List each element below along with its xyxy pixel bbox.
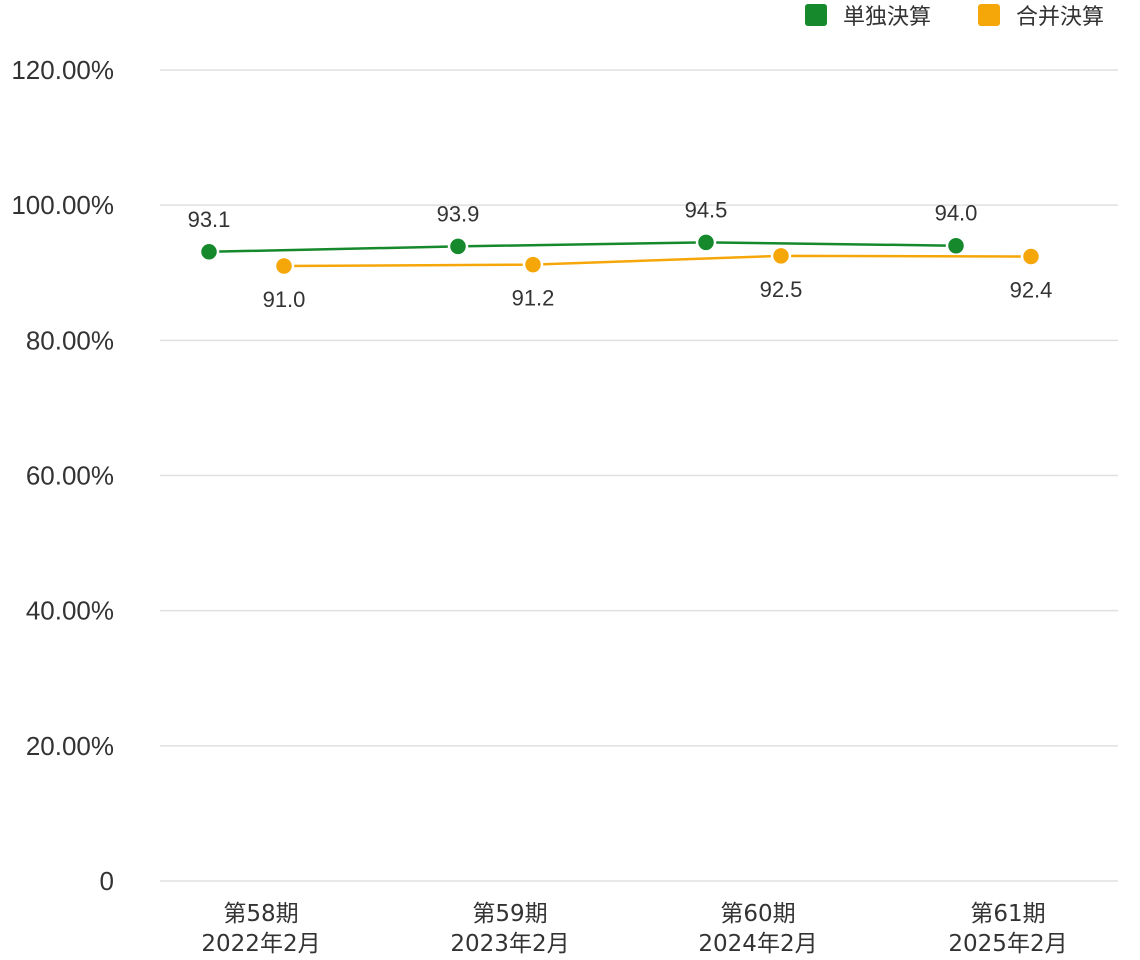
series-layer: 93.1 93.9 94.5 94.0 91.0 91.2 92.5 92.4 — [188, 197, 1053, 312]
data-label: 93.9 — [437, 201, 480, 226]
x-tick-label-period: 第61期 — [970, 901, 1045, 927]
data-point[interactable] — [522, 254, 544, 275]
data-label: 93.1 — [188, 207, 231, 232]
x-tick-label-date: 2025年2月 — [948, 931, 1067, 957]
legend-item[interactable]: 単独決算 — [805, 4, 931, 30]
x-tick-label-date: 2024年2月 — [698, 931, 817, 957]
x-tick-label-period: 第58期 — [223, 901, 298, 927]
y-axis: 0 20.00% 40.00% 60.00% 80.00% 100.00% 120.00% — [11, 55, 114, 896]
legend-swatch — [805, 4, 827, 26]
y-tick-label: 60.00% — [26, 461, 114, 491]
y-tick-label: 100.00% — [11, 190, 114, 220]
data-point[interactable] — [1020, 246, 1042, 267]
series-line — [208, 241, 957, 254]
data-point[interactable] — [273, 255, 295, 277]
series-line — [283, 254, 1032, 268]
x-tick-label-period: 第60期 — [720, 901, 795, 927]
data-label: 91.0 — [263, 287, 306, 312]
legend-label: 単独決算 — [843, 5, 931, 30]
series-0: 93.1 93.9 94.5 94.0 — [188, 197, 978, 263]
data-label: 91.2 — [512, 286, 555, 311]
data-label: 94.0 — [935, 201, 978, 226]
legend-swatch — [978, 4, 1000, 26]
data-label: 92.4 — [1010, 278, 1053, 303]
data-point[interactable] — [447, 236, 469, 257]
legend-label: 合并決算 — [1016, 5, 1104, 30]
x-axis: 第58期 2022年2月 第59期 2023年2月 第60期 2024年2月 第61期 202… — [201, 901, 1067, 957]
x-tick-label-date: 2023年2月 — [450, 931, 569, 957]
data-point[interactable] — [198, 241, 220, 263]
series-1: 91.0 91.2 92.5 92.4 — [263, 245, 1053, 312]
data-point[interactable] — [945, 235, 967, 256]
y-tick-label: 120.00% — [11, 55, 114, 85]
x-tick-label-period: 第59期 — [472, 901, 547, 927]
y-tick-label: 20.00% — [26, 731, 114, 761]
legend: 単独決算 合并決算 — [805, 4, 1104, 30]
data-point[interactable] — [695, 232, 717, 253]
data-label: 94.5 — [685, 197, 728, 222]
data-point[interactable] — [770, 245, 792, 267]
y-tick-label: 0 — [100, 866, 114, 896]
data-label: 92.5 — [760, 277, 803, 302]
y-tick-label: 40.00% — [26, 596, 114, 626]
x-tick-label-date: 2022年2月 — [201, 931, 320, 957]
grid — [160, 69, 1118, 882]
legend-item[interactable]: 合并決算 — [978, 4, 1104, 30]
y-tick-label: 80.00% — [26, 325, 114, 355]
